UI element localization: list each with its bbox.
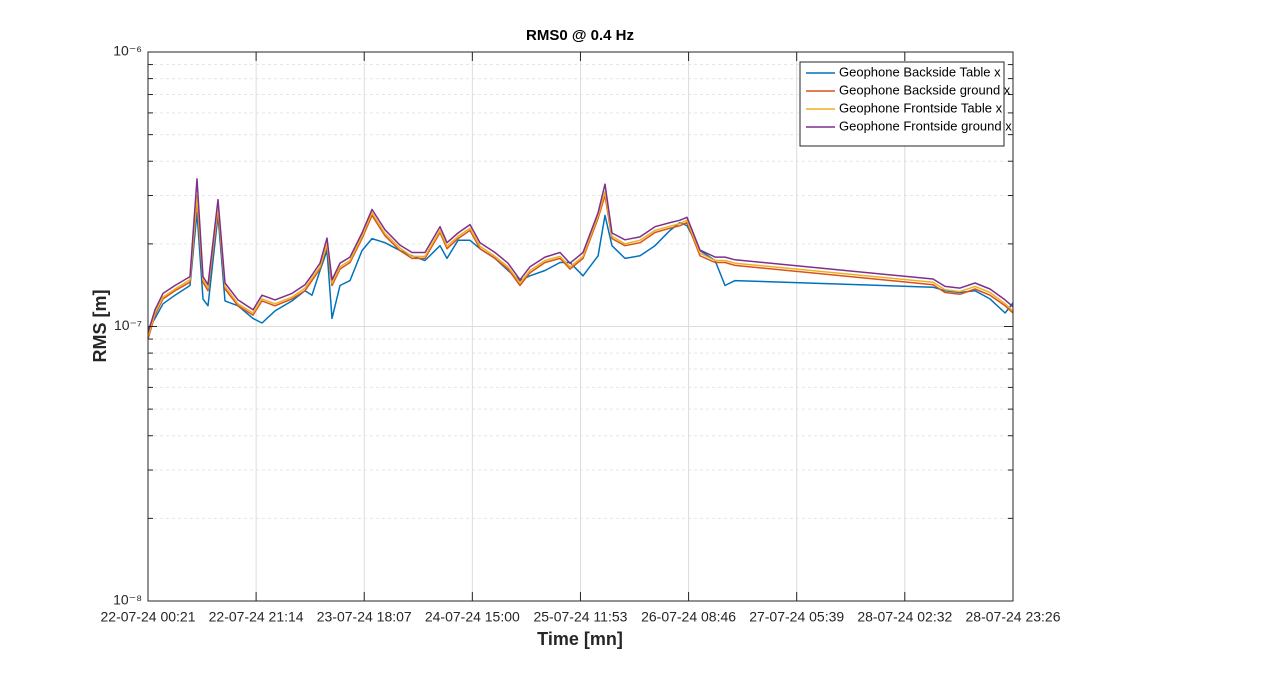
x-tick-label: 22-07-24 00:21 [101, 609, 196, 625]
x-tick-label: 25-07-24 11:53 [533, 609, 627, 625]
y-tick-label: 10⁻⁷ [114, 317, 142, 333]
chart-title: RMS0 @ 0.4 Hz [526, 27, 634, 44]
x-tick-label: 23-07-24 18:07 [317, 609, 412, 625]
x-tick-label: 24-07-24 15:00 [425, 609, 520, 625]
series-line [147, 194, 1014, 340]
axes: 10⁻⁸ 10⁻⁷ 10⁻⁶ 22-07-24 00:21 22-07-24 21:14… [101, 43, 1061, 625]
series-line [147, 178, 1014, 333]
legend-label: Geophone Frontside Table x [839, 100, 1003, 115]
x-tick-label: 28-07-24 23:26 [966, 609, 1061, 625]
series-line [147, 190, 1014, 337]
y-tick-label: 10⁻⁸ [113, 592, 142, 608]
x-tick-label: 27-07-24 05:39 [749, 609, 844, 625]
x-axis-label: Time [mn] [537, 629, 623, 649]
y-axis-label: RMS [m] [90, 290, 110, 363]
x-tick-label: 26-07-24 08:46 [641, 609, 736, 625]
x-tick-label: 22-07-24 21:14 [209, 609, 304, 625]
y-tick-label: 10⁻⁶ [113, 43, 142, 59]
axes-box [147, 51, 1014, 602]
lines [147, 178, 1014, 340]
legend: Geophone Backside Table x Geophone Backsi… [799, 61, 1012, 147]
x-tick-label: 28-07-24 02:32 [857, 609, 952, 625]
legend-label: Geophone Backside Table x [839, 64, 1001, 79]
legend-label: Geophone Backside ground x [839, 82, 1011, 97]
legend-label: Geophone Frontside ground x [839, 118, 1012, 133]
legend-box [799, 61, 1005, 147]
